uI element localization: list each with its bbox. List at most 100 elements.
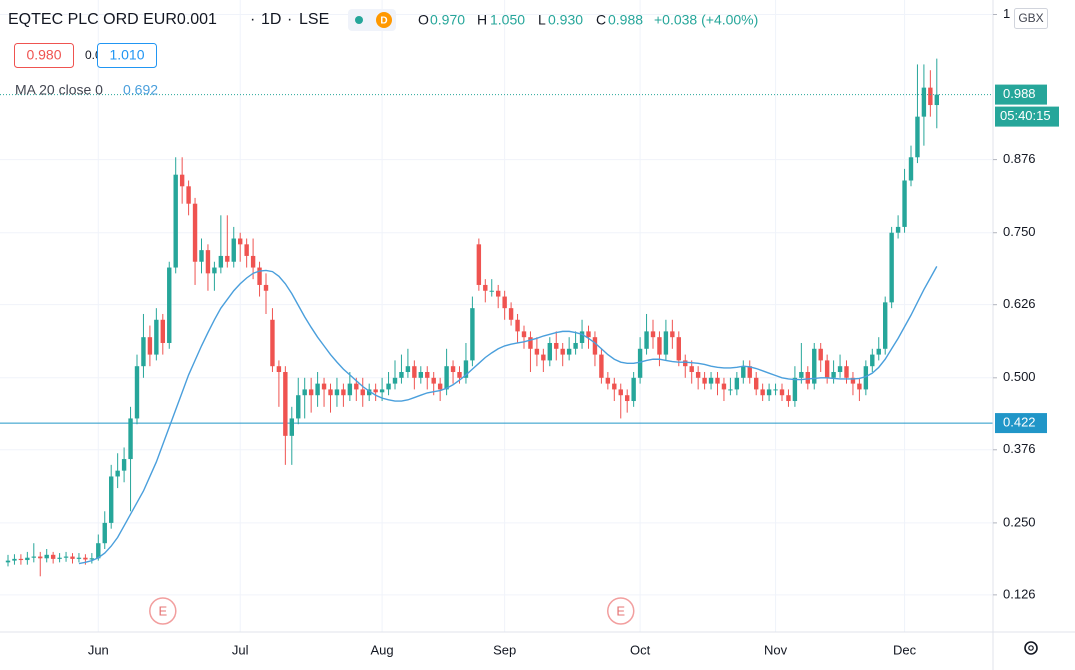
ohlc-change: +0.038 (+4.00%) xyxy=(654,12,758,28)
candle-body xyxy=(302,389,307,396)
candle-body xyxy=(599,354,604,378)
candle-body xyxy=(179,174,185,187)
hline-label-bg xyxy=(995,413,1047,434)
candle-body xyxy=(238,238,243,245)
settings-icon[interactable] xyxy=(1024,641,1038,655)
candle-body xyxy=(754,377,759,390)
unit: GBX xyxy=(1018,11,1043,25)
indicator-name: MA 20 close 0 xyxy=(15,82,103,98)
interval[interactable]: 1D xyxy=(261,11,281,28)
ohlc-value: 0.988 xyxy=(608,12,643,28)
countdown-bg xyxy=(995,106,1059,127)
candle-body xyxy=(534,348,540,355)
candle-body xyxy=(489,290,494,292)
x-tick-label: Nov xyxy=(764,642,788,657)
candle-body xyxy=(695,372,701,378)
candle-body xyxy=(644,331,649,349)
separator: · xyxy=(250,11,255,28)
candle-body xyxy=(612,383,617,390)
candle-body xyxy=(418,372,423,378)
candle-body xyxy=(470,308,475,361)
candle-body xyxy=(218,255,224,268)
candle-body xyxy=(895,226,901,233)
candle-body xyxy=(799,372,804,378)
candle-body xyxy=(670,331,675,338)
candle-body xyxy=(109,476,114,523)
candle-body xyxy=(392,377,398,384)
candle-body xyxy=(425,372,430,378)
candle-body xyxy=(173,174,178,268)
candle-body xyxy=(683,360,688,367)
unit-box[interactable] xyxy=(1014,8,1048,29)
candle-body xyxy=(270,319,275,367)
candle-body xyxy=(708,377,714,384)
candle-body xyxy=(605,377,611,384)
candle-body xyxy=(689,366,694,373)
candle-body xyxy=(631,377,636,402)
candle-body xyxy=(347,383,353,396)
candle-body xyxy=(321,383,327,390)
ask-box[interactable] xyxy=(97,43,157,68)
ohlc-label: C xyxy=(596,12,606,28)
candle-body xyxy=(263,284,269,291)
candle-body xyxy=(373,389,378,393)
candle-body xyxy=(437,383,443,390)
candle-body xyxy=(850,377,856,384)
candle-body xyxy=(257,267,262,285)
candle-body xyxy=(405,366,411,373)
candle-body xyxy=(463,360,469,378)
ohlc-value: 0.970 xyxy=(430,12,465,28)
axes: 0.126 0.250 0.376 0.500 0.626 0.750 0.876 1 Jun J… xyxy=(88,6,1059,657)
candle-body xyxy=(212,267,217,274)
candle-body xyxy=(167,267,172,343)
candle-body xyxy=(76,557,82,559)
candle-body xyxy=(792,377,798,402)
candle-body xyxy=(50,554,56,559)
last-price-label: 0.988 xyxy=(1003,86,1036,101)
candle-body xyxy=(379,389,385,393)
candle-body xyxy=(5,560,11,563)
candle-body xyxy=(160,319,165,343)
x-tick-label: Jul xyxy=(232,642,249,657)
moving-average-line xyxy=(78,266,938,565)
candle-body xyxy=(399,372,404,378)
candle-body xyxy=(554,342,559,349)
bid-box[interactable] xyxy=(14,43,74,68)
candle-body xyxy=(921,87,927,117)
candle-body xyxy=(560,348,565,355)
candle-body xyxy=(515,319,520,332)
candle-body xyxy=(315,383,320,396)
candle-body xyxy=(57,557,62,559)
gear-hub xyxy=(1028,645,1034,651)
candle-body xyxy=(154,319,159,355)
ohlc-label: L xyxy=(538,12,546,28)
candle-body xyxy=(637,348,643,378)
candle-body xyxy=(360,389,365,396)
candle-body xyxy=(225,255,230,262)
candle-body xyxy=(283,372,288,436)
candle-body xyxy=(773,389,778,391)
candle-body xyxy=(502,296,507,309)
candle-body xyxy=(121,459,127,471)
ohlc-label: H xyxy=(477,12,487,28)
candle-body xyxy=(844,366,849,378)
candle-body xyxy=(915,116,920,158)
candle-body xyxy=(296,395,301,419)
symbol: EQTEC PLC ORD EUR0.001 xyxy=(8,11,217,28)
y-tick-label: 0.126 xyxy=(1003,586,1036,601)
candle-body xyxy=(308,389,314,396)
candle-body xyxy=(444,366,449,390)
x-tick-label: Aug xyxy=(371,642,394,657)
candle-body xyxy=(96,543,101,559)
event-label: E xyxy=(616,603,625,618)
candle-body xyxy=(18,558,24,561)
candle-body xyxy=(934,94,939,106)
y-tick-label: 0.376 xyxy=(1003,441,1036,456)
candle-body xyxy=(450,366,456,373)
last-price-bg xyxy=(995,84,1047,105)
delayed-badge xyxy=(376,12,392,28)
header: EQTEC PLC ORD EUR0.001 · 1D · LSE D O 0.… xyxy=(8,9,758,98)
x-tick-label: Sep xyxy=(493,642,516,657)
gear xyxy=(1024,641,1038,655)
candle-body xyxy=(44,554,49,559)
